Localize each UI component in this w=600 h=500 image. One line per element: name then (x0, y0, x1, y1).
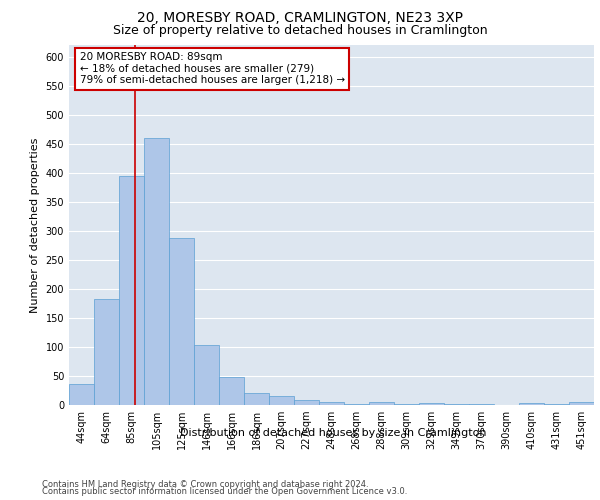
Bar (569, 402, 594, 405)
Bar (319, 402, 344, 405)
Bar (344, 404, 369, 405)
Text: Contains public sector information licensed under the Open Government Licence v3: Contains public sector information licen… (42, 487, 407, 496)
Bar (444, 404, 469, 405)
Text: 20, MORESBY ROAD, CRAMLINGTON, NE23 3XP: 20, MORESBY ROAD, CRAMLINGTON, NE23 3XP (137, 11, 463, 25)
Bar (394, 404, 419, 405)
Bar (369, 402, 394, 405)
Bar (94, 300, 119, 405)
Bar (269, 396, 294, 405)
Bar (294, 400, 319, 405)
Bar (469, 404, 494, 405)
Bar (244, 394, 269, 405)
Bar (519, 402, 544, 405)
Bar (544, 404, 569, 405)
Text: 20 MORESBY ROAD: 89sqm
← 18% of detached houses are smaller (279)
79% of semi-de: 20 MORESBY ROAD: 89sqm ← 18% of detached… (79, 52, 344, 86)
Bar (194, 345, 219, 405)
Text: Distribution of detached houses by size in Cramlington: Distribution of detached houses by size … (180, 428, 486, 438)
Bar (119, 176, 144, 405)
Bar (69, 384, 94, 405)
Bar (419, 402, 444, 405)
Bar (144, 138, 169, 405)
Y-axis label: Number of detached properties: Number of detached properties (30, 138, 40, 312)
Bar (219, 376, 244, 405)
Text: Contains HM Land Registry data © Crown copyright and database right 2024.: Contains HM Land Registry data © Crown c… (42, 480, 368, 489)
Text: Size of property relative to detached houses in Cramlington: Size of property relative to detached ho… (113, 24, 487, 37)
Bar (169, 238, 194, 405)
